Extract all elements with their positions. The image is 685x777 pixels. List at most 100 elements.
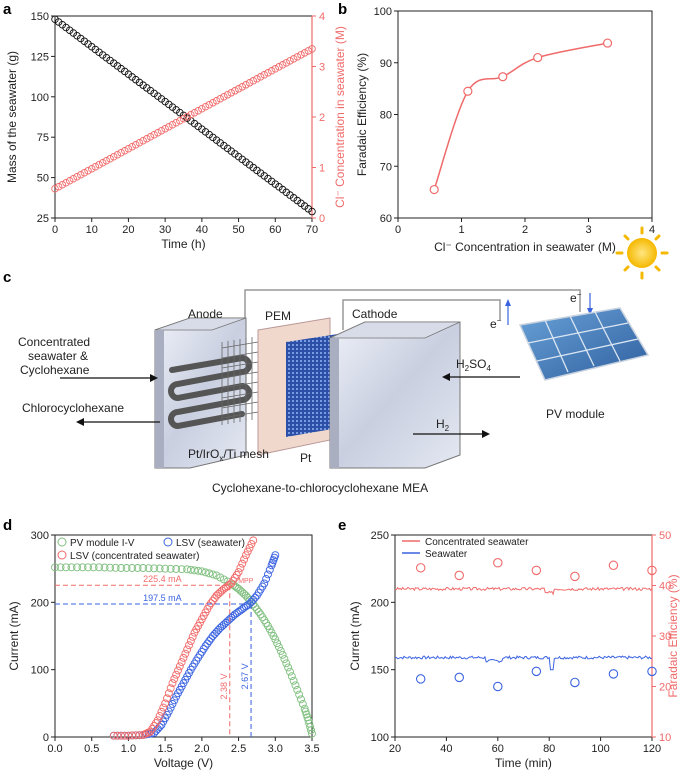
input-label-line2: seawater &: [28, 349, 88, 363]
anode-label: Anode: [188, 307, 223, 321]
a-point-cl: [223, 91, 232, 99]
d-pv-point: [106, 563, 115, 572]
sun-icon: [615, 226, 669, 280]
a-x-tick-label: 0: [52, 224, 58, 236]
a-y-tick-label: 100: [31, 92, 49, 104]
a-point-cl: [275, 63, 283, 71]
a-point-cl: [113, 150, 122, 159]
d-lsv-conc-point: [157, 707, 166, 716]
a-point-cl: [73, 172, 81, 181]
a-x-tick-label: 40: [196, 224, 208, 236]
a-point-cl: [220, 93, 228, 101]
a-point-cl: [205, 101, 213, 109]
b-x-tick-label: 4: [649, 224, 655, 236]
a-point-cl: [87, 164, 96, 173]
panel-label-d: d: [3, 517, 12, 534]
d-current-sea-label: 197.5 mA: [143, 593, 182, 603]
mesh-label: Pt/IrOx/Ti mesh: [188, 447, 269, 463]
d-pv-point: [89, 563, 98, 572]
d-lsv-sea-point: [265, 565, 274, 574]
h2-label: H2: [436, 417, 450, 433]
a-point-cl: [267, 67, 276, 75]
d-pv-point: [252, 605, 261, 614]
d-lsv-conc-point: [247, 540, 256, 549]
d-lsv-sea-point: [201, 642, 210, 651]
a-y2-tick-label: 1: [319, 163, 325, 175]
b-y-tick-label: 60: [380, 213, 392, 225]
e-legend-label-seawater: Seawater: [425, 549, 468, 560]
d-lsv-conc-point: [174, 666, 182, 675]
a-point-cl: [242, 81, 250, 89]
b-x-tick-label: 3: [585, 224, 591, 236]
d-lsv-conc-point: [159, 703, 168, 712]
cathode-label: Cathode: [352, 307, 398, 321]
d-pv-point: [291, 681, 300, 690]
d-legend-label: LSV (seawater): [176, 538, 245, 549]
d-lsv-conc-point: [243, 547, 252, 556]
a-point-cl: [201, 103, 210, 111]
d-pv-point: [166, 564, 175, 573]
d-x-tick-label: 1.5: [157, 743, 172, 755]
e-fe-point-seawater: [415, 674, 426, 684]
electron-label-left: e−: [490, 316, 502, 331]
a-y2-tick-label: 2: [319, 112, 325, 124]
b-fe-point: [429, 184, 439, 195]
a-point-cl: [62, 178, 70, 187]
d-lsv-conc-point: [234, 568, 243, 576]
d-pv-point: [186, 565, 195, 574]
chart-e: 20 40 60 80 100 120 100 150 200 250 10 20 30 40 50 Time…: [348, 530, 680, 770]
a-point-cl: [249, 77, 258, 85]
a-point-cl: [146, 133, 155, 141]
pv-module-panel: [518, 307, 650, 381]
d-lsv-conc-point: [163, 694, 171, 703]
d-pv-point: [78, 563, 87, 572]
a-point-cl: [212, 97, 221, 105]
a-point-cl: [124, 144, 133, 153]
a-point-cl: [209, 99, 217, 107]
e-x-tick-label: 40: [440, 743, 452, 755]
d-lsv-conc-point: [177, 658, 186, 667]
b-ylabel: Faradaic Efficiency (%): [355, 53, 369, 176]
b-xlabel: Cl⁻ Concentration in seawater (M): [434, 240, 616, 254]
e-ylabel: Current (mA): [348, 601, 362, 670]
d-mpp-label: MPP: [238, 578, 254, 585]
chart-d: 0.0 0.5 1.0 1.5 2.0 2.5 3.0 3.5 0 100 200 300 Voltag…: [7, 530, 320, 770]
e-ylabel-right: Faradaic Efficiency (%): [666, 574, 680, 697]
d-pv-point: [128, 564, 137, 572]
d-pv-point: [287, 672, 296, 681]
a-point-cl: [161, 125, 169, 133]
a-point-cl: [143, 135, 151, 143]
panel-label-e: e: [338, 517, 346, 534]
d-lsv-conc-point: [236, 563, 245, 572]
a-point-cl: [293, 53, 302, 61]
a-point-cl: [95, 160, 103, 169]
b-x-tick-label: 2: [522, 224, 528, 236]
cathode-plate: [329, 321, 461, 469]
d-pv-point: [73, 563, 81, 572]
d-lsv-conc-point: [185, 641, 193, 650]
d-lsv-conc-point: [186, 637, 195, 645]
pv-module-label: PV module: [546, 407, 605, 421]
d-lsv-conc-point: [205, 601, 214, 610]
d-pv-point: [295, 690, 304, 699]
d-lsv-sea-point: [262, 574, 271, 583]
d-lsv-sea-point: [271, 551, 280, 560]
b-y-tick-label: 70: [380, 161, 392, 173]
d-lsv-conc-point: [161, 699, 170, 708]
d-pv-point: [177, 565, 186, 574]
d-x-tick-label: 3.5: [304, 743, 319, 755]
d-lsv-conc-point: [153, 716, 162, 725]
d-y-tick-label: 200: [31, 597, 49, 609]
a-point-cl: [245, 79, 254, 87]
e-y2-tick-label: 40: [659, 581, 671, 593]
d-legend-marker: [163, 537, 173, 547]
e-fe-point-concentrated: [570, 571, 580, 582]
a-point-cl: [168, 121, 177, 129]
a-point-cl: [300, 49, 309, 57]
a-ylabel: Mass of the seawater (g): [5, 51, 19, 183]
b-x-tick-label: 0: [395, 224, 401, 236]
a-point-cl: [98, 158, 107, 167]
a-point-cl: [54, 182, 63, 191]
panel-label-c: c: [3, 269, 11, 286]
a-point-cl: [289, 55, 298, 63]
